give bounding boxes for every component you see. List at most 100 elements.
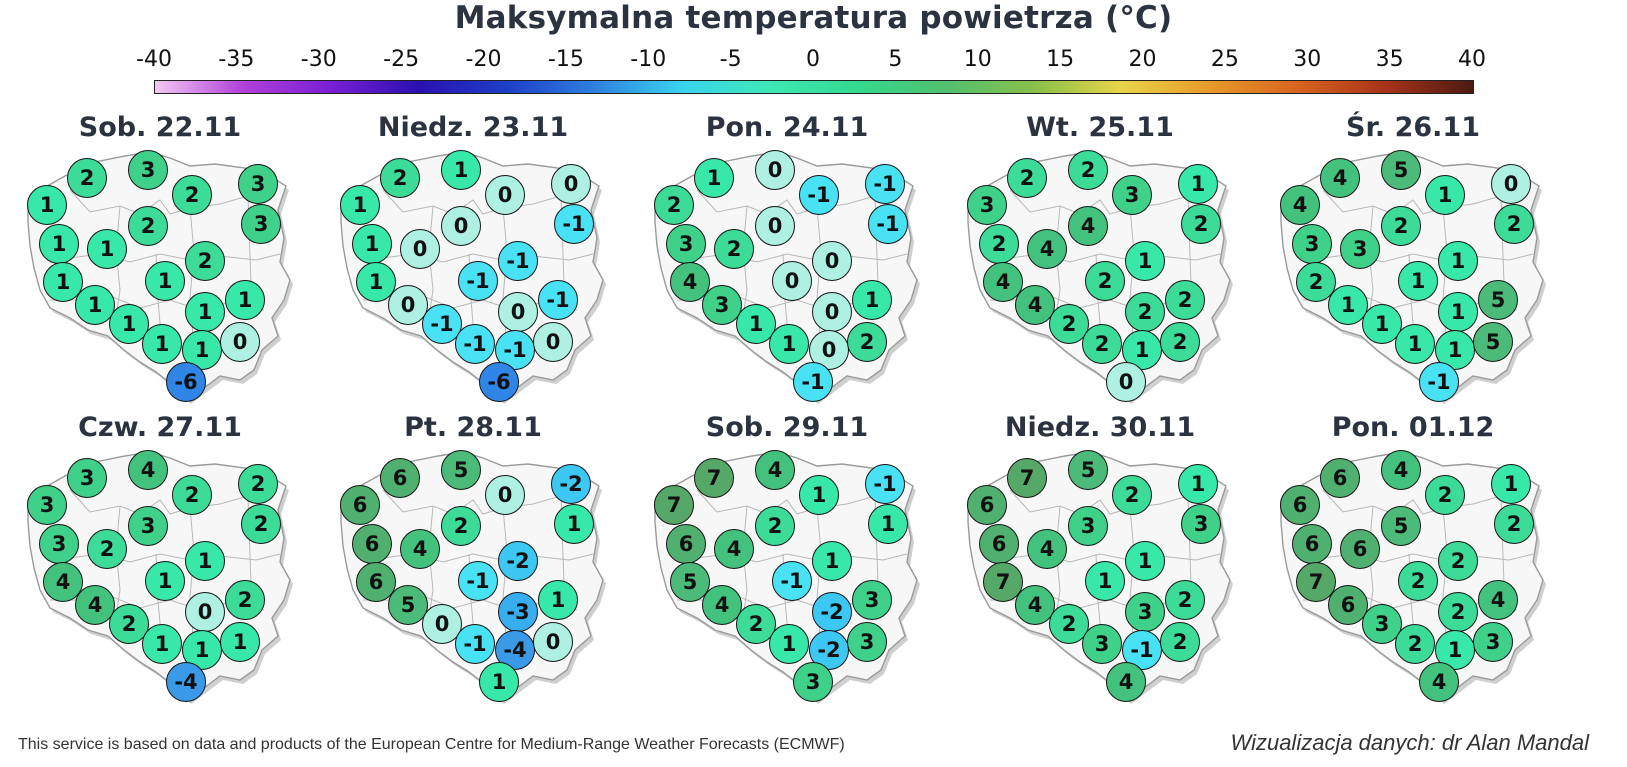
region-border <box>352 249 594 263</box>
scale-tick-label: 10 <box>963 47 992 72</box>
temperature-bubble: 2 <box>1160 322 1200 362</box>
temperature-bubble: 3 <box>1082 624 1122 664</box>
temperature-bubble: 5 <box>1381 506 1421 546</box>
temperature-bubble: 1 <box>185 541 225 581</box>
temperature-bubble: 2 <box>755 506 795 546</box>
temperature-bubble: -1 <box>498 241 538 281</box>
temperature-bubble: -1 <box>455 324 495 364</box>
temperature-bubble: 3 <box>1181 504 1221 544</box>
temperature-bubble: 1 <box>43 262 83 302</box>
temperature-bubble: 0 <box>220 322 260 362</box>
temperature-bubble: 0 <box>812 241 852 281</box>
temperature-bubble: 3 <box>238 164 278 204</box>
temperature-bubble: 2 <box>1112 475 1152 515</box>
temperature-bubble: 6 <box>979 524 1019 564</box>
temperature-bubble: 4 <box>1280 185 1320 225</box>
temperature-bubble: 4 <box>1015 585 1055 625</box>
scale-tick-label: -40 <box>136 47 172 72</box>
temperature-bubble: 3 <box>241 204 281 244</box>
temperature-bubble: 3 <box>128 506 168 546</box>
temperature-bubble: 1 <box>1328 285 1368 325</box>
temperature-bubble: 5 <box>1473 322 1513 362</box>
temperature-bubble: -1 <box>793 362 833 402</box>
temperature-bubble: 1 <box>142 624 182 664</box>
temperature-bubble: 6 <box>380 458 420 498</box>
temperature-bubble: 3 <box>702 285 742 325</box>
day-title: Sob. 22.11 <box>78 112 242 143</box>
temperature-bubble: 4 <box>1381 450 1421 490</box>
temperature-bubble: 0 <box>533 622 573 662</box>
temperature-bubble: 3 <box>852 580 892 620</box>
temperature-bubble: 6 <box>1292 524 1332 564</box>
scale-tick-label: -15 <box>547 47 584 72</box>
temperature-bubble: 5 <box>441 450 481 490</box>
scale-tick-label: -35 <box>218 47 255 72</box>
temperature-bubble: 2 <box>736 604 776 644</box>
temperature-bubble: 2 <box>1395 624 1435 664</box>
day-title: Sob. 29.11 <box>705 412 869 443</box>
temperature-bubble: 4 <box>1478 580 1518 620</box>
temperature-bubble: 2 <box>1082 324 1122 364</box>
temperature-bubble: 3 <box>128 150 168 190</box>
region-border <box>1009 189 1207 215</box>
region-border <box>696 489 894 515</box>
temperature-bubble: 3 <box>847 622 887 662</box>
temperature-bubble: 2 <box>238 464 278 504</box>
temperature-bubble: 4 <box>1015 285 1055 325</box>
temperature-bubble: 1 <box>852 280 892 320</box>
day-title: Wt. 25.11 <box>1026 112 1174 143</box>
ecmwf-attribution: This service is based on data and produc… <box>18 736 845 753</box>
temperature-bubble: 3 <box>1340 229 1380 269</box>
temperature-bubble: -1 <box>868 204 908 244</box>
temperature-bubble: 1 <box>340 185 380 225</box>
temperature-bubble: 4 <box>75 585 115 625</box>
temperature-bubble: 2 <box>1160 622 1200 662</box>
temperature-bubble: 1 <box>142 324 182 364</box>
temperature-bubble: 2 <box>172 475 212 515</box>
day-title: Pon. 24.11 <box>705 112 869 143</box>
temperature-bubble: 4 <box>1106 662 1146 702</box>
temperature-bubble: 0 <box>755 150 795 190</box>
temperature-bubble: 1 <box>1178 464 1218 504</box>
region-border <box>69 189 267 215</box>
temperature-bubble: 2 <box>1068 150 1108 190</box>
temperature-bubble: 2 <box>654 185 694 225</box>
temperature-bubble: 1 <box>1438 241 1478 281</box>
temperature-bubble: 2 <box>185 241 225 281</box>
region-border <box>979 249 1221 263</box>
temperature-bubble: 2 <box>225 580 265 620</box>
temperature-bubble: 1 <box>812 541 852 581</box>
temperature-bubble: 1 <box>225 280 265 320</box>
temperature-bubble: 2 <box>1165 580 1205 620</box>
temperature-bubble: 4 <box>1419 662 1459 702</box>
temperature-bubble: 2 <box>1438 592 1478 632</box>
temperature-bubble: -1 <box>865 164 905 204</box>
temperature-bubble: 0 <box>388 285 428 325</box>
temperature-bubble: 3 <box>967 185 1007 225</box>
temperature-bubble: 3 <box>67 458 107 498</box>
temperature-bubble: 2 <box>1125 292 1165 332</box>
temperature-bubble: 0 <box>400 229 440 269</box>
temperature-bubble: -1 <box>455 624 495 664</box>
color-scale-bar <box>154 80 1474 94</box>
temperature-bubble: 6 <box>340 485 380 525</box>
day-title: Pt. 28.11 <box>404 412 542 443</box>
temperature-bubble: 0 <box>533 322 573 362</box>
temperature-bubble: 2 <box>1398 561 1438 601</box>
region-border <box>666 549 908 563</box>
temperature-bubble: 2 <box>1085 261 1125 301</box>
temperature-bubble: 2 <box>172 175 212 215</box>
temperature-bubble: 2 <box>1007 158 1047 198</box>
temperature-bubble: 3 <box>39 524 79 564</box>
temperature-bubble: -1 <box>799 175 839 215</box>
scale-tick-label: 0 <box>806 47 820 72</box>
scale-tick-label: -10 <box>630 47 667 72</box>
temperature-bubble: 3 <box>27 485 67 525</box>
scale-tick-label: 15 <box>1046 47 1075 72</box>
temperature-bubble: -1 <box>458 561 498 601</box>
temperature-bubble: 1 <box>145 261 185 301</box>
temperature-bubble: 3 <box>1292 224 1332 264</box>
temperature-bubble: 1 <box>868 504 908 544</box>
region-border <box>1292 249 1534 263</box>
temperature-bubble: 7 <box>694 458 734 498</box>
